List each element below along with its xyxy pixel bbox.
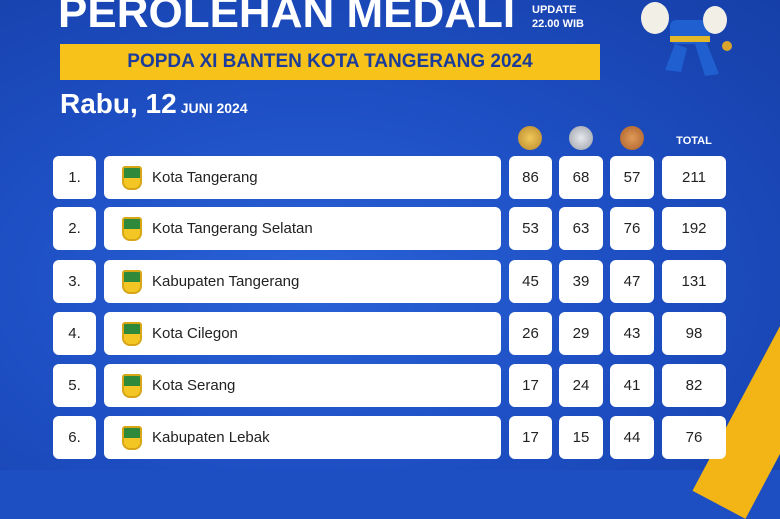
region-emblem-icon	[122, 216, 142, 241]
silver-count: 63	[559, 207, 603, 250]
region-name: Kota Serang	[152, 377, 236, 394]
total-count: 82	[662, 364, 726, 407]
table-row: 2. Kota Tangerang Selatan 53 63 76 192	[0, 207, 780, 250]
page-title: PEROLEHAN MEDALI	[58, 0, 516, 37]
region-cell: Kabupaten Tangerang	[104, 260, 501, 303]
silver-count: 29	[559, 312, 603, 355]
update-label: UPDATE	[532, 4, 577, 16]
table-row: 6. Kabupaten Lebak 17 15 44 76	[0, 416, 780, 459]
region-emblem-icon	[122, 373, 142, 398]
table-row: 3. Kabupaten Tangerang 45 39 47 131	[0, 260, 780, 303]
region-emblem-icon	[122, 425, 142, 450]
bronze-count: 41	[610, 364, 654, 407]
date: Rabu, 12 JUNI 2024	[60, 88, 248, 125]
rank-cell: 2.	[53, 207, 96, 250]
gold-count: 17	[509, 364, 552, 407]
gold-count: 26	[509, 312, 552, 355]
silver-count: 39	[559, 260, 603, 303]
bronze-count: 57	[610, 156, 654, 199]
silver-count: 15	[559, 416, 603, 459]
total-count: 211	[662, 156, 726, 199]
region-name: Kabupaten Tangerang	[152, 273, 300, 290]
bronze-count: 76	[610, 207, 654, 250]
table-row: 1. Kota Tangerang 86 68 57 211	[0, 156, 780, 199]
region-cell: Kota Cilegon	[104, 312, 501, 355]
gold-count: 86	[509, 156, 552, 199]
region-cell: Kabupaten Lebak	[104, 416, 501, 459]
rank-cell: 5.	[53, 364, 96, 407]
bronze-count: 47	[610, 260, 654, 303]
rank-cell: 6.	[53, 416, 96, 459]
table-row: 4. Kota Cilegon 26 29 43 98	[0, 312, 780, 355]
table-row: 5. Kota Serang 17 24 41 82	[0, 364, 780, 407]
gold-medal-icon	[518, 126, 542, 150]
update-time: UPDATE 22.00 WIB	[532, 3, 584, 31]
silver-count: 24	[559, 364, 603, 407]
region-name: Kabupaten Lebak	[152, 429, 270, 446]
date-month-year: JUNI 2024	[180, 100, 248, 116]
total-count: 192	[662, 207, 726, 250]
region-name: Kota Tangerang	[152, 169, 258, 186]
update-time-value: 22.00 WIB	[532, 18, 584, 30]
date-day: Rabu, 12	[60, 88, 177, 119]
silver-count: 68	[559, 156, 603, 199]
total-count: 131	[662, 260, 726, 303]
mascot-illustration	[641, 2, 732, 76]
region-emblem-icon	[122, 165, 142, 190]
rank-cell: 1.	[53, 156, 96, 199]
rank-cell: 3.	[53, 260, 96, 303]
silver-medal-icon	[569, 126, 593, 150]
gold-count: 45	[509, 260, 552, 303]
bronze-count: 43	[610, 312, 654, 355]
region-emblem-icon	[122, 321, 142, 346]
region-cell: Kota Tangerang Selatan	[104, 207, 501, 250]
region-name: Kota Cilegon	[152, 325, 238, 342]
rank-cell: 4.	[53, 312, 96, 355]
gold-count: 53	[509, 207, 552, 250]
total-count: 76	[662, 416, 726, 459]
bronze-medal-icon	[620, 126, 644, 150]
total-count: 98	[662, 312, 726, 355]
gold-count: 17	[509, 416, 552, 459]
total-header: TOTAL	[676, 135, 712, 147]
region-cell: Kota Tangerang	[104, 156, 501, 199]
region-name: Kota Tangerang Selatan	[152, 220, 313, 237]
event-banner: POPDA XI BANTEN KOTA TANGERANG 2024	[60, 44, 600, 80]
bronze-count: 44	[610, 416, 654, 459]
region-emblem-icon	[122, 269, 142, 294]
region-cell: Kota Serang	[104, 364, 501, 407]
